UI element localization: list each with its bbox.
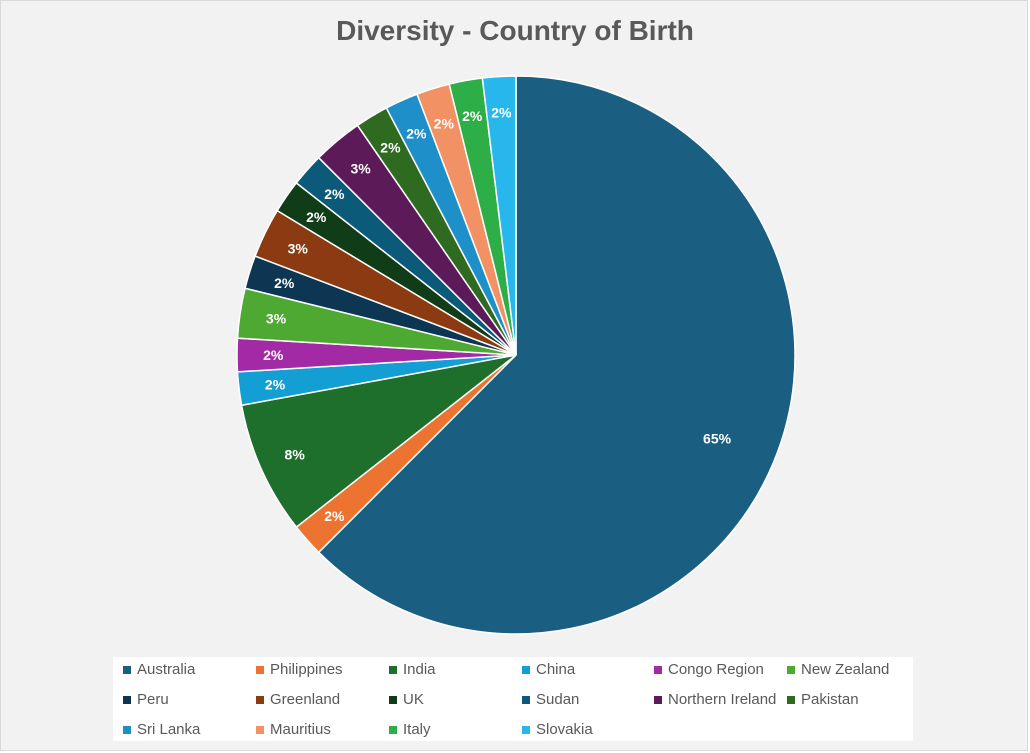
legend-swatch xyxy=(389,695,397,704)
pie-chart: 65% 2% 8% 2% 2% 3% 2% 3% 2% 2% 3% 2% 2% 2% 2% 2% xyxy=(236,75,796,635)
data-label-northern-ireland: 3% xyxy=(350,161,371,177)
legend-label: India xyxy=(403,661,436,678)
legend-label: Italy xyxy=(403,721,431,738)
legend-label: UK xyxy=(403,691,424,708)
legend-item-uk: UK xyxy=(389,691,424,708)
legend-item-sri-lanka: Sri Lanka xyxy=(123,721,200,738)
legend-swatch xyxy=(256,695,264,704)
legend-label: Mauritius xyxy=(270,721,331,738)
legend-swatch xyxy=(256,665,264,674)
data-label-uk: 2% xyxy=(306,209,327,225)
legend-item-greenland: Greenland xyxy=(256,691,340,708)
legend-swatch xyxy=(654,665,662,674)
legend-label: Greenland xyxy=(270,691,341,708)
data-label-italy: 2% xyxy=(462,108,483,124)
legend-label: Pakistan xyxy=(801,691,859,708)
data-label-pakistan: 2% xyxy=(380,139,401,155)
data-label-greenland: 3% xyxy=(288,241,309,257)
data-label-slovakia: 2% xyxy=(491,105,512,121)
legend-swatch xyxy=(389,665,397,674)
legend-swatch xyxy=(522,695,530,704)
legend-swatch xyxy=(522,725,530,734)
chart-title: Diversity - Country of Birth xyxy=(336,15,694,46)
legend-label: Congo Region xyxy=(668,661,764,678)
legend-item-mauritius: Mauritius xyxy=(256,721,331,738)
legend-item-australia: Australia xyxy=(123,661,195,678)
legend-label: Slovakia xyxy=(536,721,593,738)
data-label-sri-lanka: 2% xyxy=(406,126,427,142)
legend-item-sudan: Sudan xyxy=(522,691,579,708)
legend-item-northern-ireland: Northern Ireland xyxy=(654,691,776,708)
data-label-china: 2% xyxy=(265,376,286,392)
legend-item-new-zealand: New Zealand xyxy=(787,661,889,678)
legend-item-pakistan: Pakistan xyxy=(787,691,859,708)
legend: Australia Philippines India China Congo Regi… xyxy=(113,657,913,741)
pie-slice-india xyxy=(240,354,517,529)
legend-label: China xyxy=(536,661,576,678)
legend-item-slovakia: Slovakia xyxy=(522,721,593,738)
legend-label: Philippines xyxy=(270,661,343,678)
legend-label: Northern Ireland xyxy=(668,691,777,708)
data-label-congo-region: 2% xyxy=(263,347,284,363)
data-label-india: 8% xyxy=(285,447,306,463)
legend-swatch xyxy=(256,725,264,734)
legend-item-china: China xyxy=(522,661,575,678)
data-label-sudan: 2% xyxy=(324,186,345,202)
legend-swatch xyxy=(654,695,662,704)
pie-slice-australia xyxy=(317,75,796,635)
data-label-new-zealand: 3% xyxy=(266,310,287,326)
data-label-philippines: 2% xyxy=(324,508,345,524)
legend-label: Australia xyxy=(137,661,196,678)
legend-item-italy: Italy xyxy=(389,721,431,738)
legend-label: Peru xyxy=(137,691,169,708)
legend-swatch xyxy=(389,725,397,734)
data-label-mauritius: 2% xyxy=(434,115,455,131)
pie-slice-slovakia xyxy=(481,75,517,356)
legend-swatch xyxy=(123,725,131,734)
legend-label: New Zealand xyxy=(801,661,890,678)
legend-item-india: India xyxy=(389,661,436,678)
legend-label: Sudan xyxy=(536,691,580,708)
legend-swatch xyxy=(522,665,530,674)
legend-item-peru: Peru xyxy=(123,691,169,708)
legend-label: Sri Lanka xyxy=(137,721,201,738)
legend-item-philippines: Philippines xyxy=(256,661,343,678)
legend-swatch xyxy=(123,695,131,704)
legend-swatch xyxy=(787,695,795,704)
legend-swatch xyxy=(123,665,131,674)
legend-item-congo-region: Congo Region xyxy=(654,661,764,678)
legend-swatch xyxy=(787,665,795,674)
data-label-peru: 2% xyxy=(274,275,295,291)
data-label-australia: 65% xyxy=(703,430,732,446)
